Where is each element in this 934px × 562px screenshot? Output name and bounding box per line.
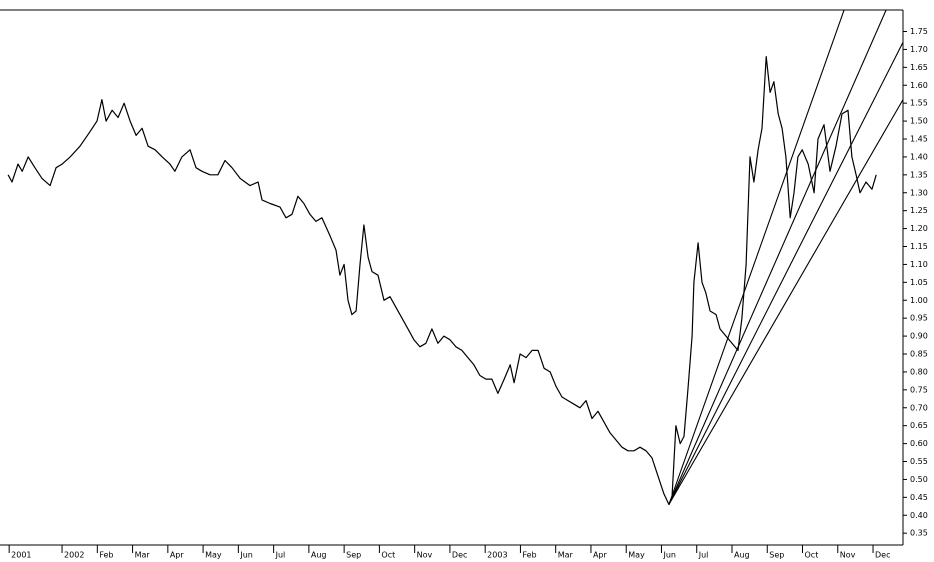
y-tick-label: 0.95 xyxy=(910,314,928,323)
x-tick-label: Aug xyxy=(311,551,327,560)
y-tick-label: 0.35 xyxy=(910,529,928,538)
y-tick-label: 1.15 xyxy=(910,242,928,251)
x-tick-label: Sep xyxy=(769,551,784,560)
y-tick-label: 0.50 xyxy=(910,475,928,484)
y-tick-label: 1.00 xyxy=(910,296,928,305)
y-tick-label: 1.05 xyxy=(910,278,928,287)
y-tick-label: 0.90 xyxy=(910,332,928,341)
y-tick-label: 0.65 xyxy=(910,421,928,430)
x-tick-label: Oct xyxy=(381,551,395,560)
fan-line xyxy=(668,10,887,505)
y-tick-label: 1.25 xyxy=(910,206,928,215)
fan-line xyxy=(668,42,903,505)
x-tick-label: 2002 xyxy=(64,551,84,560)
y-tick-label: 0.75 xyxy=(910,385,928,394)
y-tick-label: 1.50 xyxy=(910,117,928,126)
x-tick-label: Feb xyxy=(522,551,536,560)
y-tick-label: 0.80 xyxy=(910,367,928,376)
x-tick-label: Mar xyxy=(558,551,574,560)
x-tick-label: Mar xyxy=(135,551,151,560)
x-tick-label: Jun xyxy=(662,551,676,560)
y-tick-label: 1.40 xyxy=(910,152,928,161)
x-tick-label: Oct xyxy=(805,551,819,560)
x-tick-label: Jun xyxy=(239,551,253,560)
y-tick-label: 0.85 xyxy=(910,350,928,359)
y-tick-label: 1.45 xyxy=(910,135,928,144)
y-tick-label: 1.55 xyxy=(910,99,928,108)
fan-line xyxy=(668,99,903,505)
x-tick-label: Dec xyxy=(875,551,890,560)
y-tick-label: 1.65 xyxy=(910,63,928,72)
x-tick-label: Jul xyxy=(698,551,709,560)
y-tick-label: 0.55 xyxy=(910,457,928,466)
x-tick-label: Aug xyxy=(734,551,750,560)
x-tick-label: Nov xyxy=(417,551,433,560)
y-tick-label: 1.10 xyxy=(910,260,928,269)
x-tick-label: Sep xyxy=(346,551,361,560)
x-tick-label: Dec xyxy=(452,551,467,560)
y-tick-label: 1.60 xyxy=(910,81,928,90)
x-tick-label: May xyxy=(205,551,222,560)
x-tick-label: Nov xyxy=(840,551,856,560)
y-tick-label: 1.30 xyxy=(910,188,928,197)
fan-line xyxy=(668,10,845,505)
y-tick-label: 1.35 xyxy=(910,170,928,179)
y-tick-label: 0.45 xyxy=(910,493,928,502)
y-tick-label: 1.70 xyxy=(910,45,928,54)
x-tick-label: Jul xyxy=(275,551,286,560)
y-tick-label: 0.40 xyxy=(910,511,928,520)
y-tick-label: 1.20 xyxy=(910,224,928,233)
y-tick-label: 0.60 xyxy=(910,439,928,448)
x-tick-label: Apr xyxy=(593,551,608,560)
x-tick-label: Apr xyxy=(170,551,185,560)
x-tick-label: Feb xyxy=(99,551,113,560)
price-line xyxy=(7,56,877,506)
y-tick-label: 0.70 xyxy=(910,403,928,412)
x-tick-label: 2001 xyxy=(11,551,31,560)
x-tick-label: 2003 xyxy=(487,551,507,560)
y-tick-label: 1.75 xyxy=(910,27,928,36)
x-tick-label: May xyxy=(628,551,645,560)
